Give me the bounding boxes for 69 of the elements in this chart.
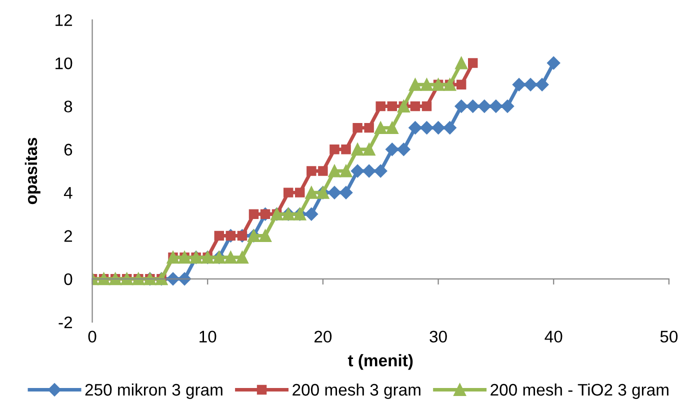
point (454, 100, 468, 113)
y-tick-label: 4 (64, 187, 72, 199)
point (328, 164, 341, 178)
point (422, 101, 432, 112)
point (420, 121, 434, 134)
point (376, 101, 386, 112)
y-axis-title: opasitas (24, 138, 40, 204)
point (330, 144, 340, 154)
point (386, 122, 398, 134)
point (352, 122, 362, 133)
x-tick-label: 0 (88, 330, 96, 343)
x-tick-label: 40 (544, 330, 562, 343)
y-tick-label: 10 (56, 57, 72, 70)
point (500, 100, 514, 113)
legend-label: 250 mikron 3 gram (85, 383, 222, 399)
point (397, 142, 410, 156)
x-tick-label: 10 (200, 330, 216, 343)
point (408, 78, 422, 91)
point (362, 164, 376, 178)
point (351, 143, 364, 156)
point (340, 164, 352, 178)
point (408, 121, 422, 134)
x-tick-label: 20 (314, 330, 332, 343)
point (432, 121, 445, 134)
point (455, 56, 468, 70)
point (364, 122, 374, 133)
point (512, 78, 526, 92)
point (304, 208, 318, 221)
y-tick-label: 8 (64, 100, 72, 112)
point (248, 209, 259, 220)
point (350, 164, 364, 178)
point (341, 144, 351, 154)
point (478, 100, 491, 113)
point (259, 229, 272, 242)
x-tick-label: 30 (430, 330, 447, 343)
point (547, 56, 560, 70)
point (374, 122, 387, 134)
legend-label: 200 mesh - TiO2 3 gram (490, 383, 668, 399)
point (410, 101, 420, 112)
point (420, 78, 433, 91)
y-tick-label: 12 (56, 14, 72, 26)
point (283, 188, 294, 198)
point (374, 164, 388, 178)
point (386, 142, 399, 156)
point (295, 188, 305, 198)
point (236, 251, 248, 264)
y-tick-label: 2 (64, 230, 72, 242)
point (535, 78, 549, 92)
point (524, 78, 538, 92)
x-tick-label: 50 (660, 330, 678, 343)
point (362, 143, 376, 156)
point (318, 166, 328, 176)
point (468, 58, 478, 68)
y-tick-label: -2 (58, 316, 72, 328)
legend-label: 200 mesh 3 gram (292, 383, 420, 399)
point (306, 166, 316, 176)
point (328, 186, 342, 200)
point (305, 186, 318, 199)
y-tick-label: 0 (64, 273, 72, 286)
x-axis-title: t (menit) (348, 354, 413, 370)
point (387, 101, 397, 112)
point (489, 100, 503, 113)
point (456, 80, 466, 90)
point (214, 230, 224, 241)
point (466, 100, 480, 113)
point (224, 251, 237, 264)
point (443, 121, 456, 134)
y-tick-label: 6 (64, 144, 72, 156)
point (339, 186, 353, 200)
